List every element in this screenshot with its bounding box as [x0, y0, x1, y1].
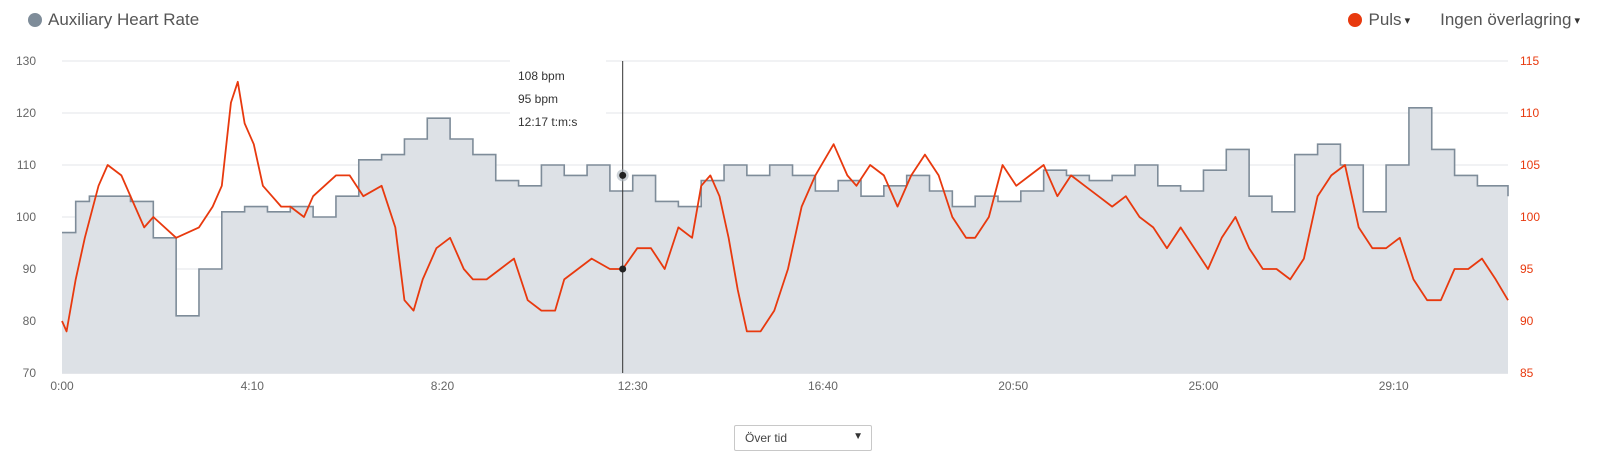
x-tick-label: 20:50: [998, 379, 1028, 393]
tooltip-aux-value: 108 bpm: [518, 69, 565, 83]
aux-legend-dot: [28, 13, 42, 27]
legend-aux[interactable]: Auxiliary Heart Rate: [28, 10, 199, 30]
axes: 70 80 90 100 110 120 130 85 90 95 100 105 110 115 0:00…: [16, 54, 1540, 393]
chevron-down-icon: ▾: [1404, 14, 1411, 27]
puls-legend-label: Puls: [1368, 10, 1402, 29]
y-left-tick-label: 120: [16, 106, 36, 120]
aux-area: [62, 107, 1508, 374]
tooltip-time: 12:17 t:m:s: [518, 115, 577, 129]
y-right-tick-label: 115: [1520, 54, 1539, 68]
y-left-tick-label: 90: [23, 262, 37, 276]
overlay-selector[interactable]: Ingen överlagring ▾: [1440, 10, 1580, 30]
x-tick-label: 29:10: [1379, 379, 1409, 393]
y-right-tick-label: 100: [1520, 210, 1540, 224]
legend-right: Puls ▾ Ingen överlagring ▾: [1348, 10, 1580, 30]
y-left-tick-label: 80: [23, 314, 37, 328]
y-right-tick-label: 90: [1520, 314, 1534, 328]
hover-point-puls: [619, 265, 627, 273]
overlay-label: Ingen överlagring: [1440, 10, 1572, 29]
puls-line: [61, 80, 1509, 333]
x-tick-label: 8:20: [431, 379, 455, 393]
chevron-down-icon: ▼: [853, 431, 863, 442]
heart-rate-chart[interactable]: 70 80 90 100 110 120 130 85 90 95 100 105 110 115 0:00…: [0, 0, 1600, 425]
y-left-tick-label: 100: [16, 210, 36, 224]
view-mode-value: Över tid: [745, 431, 788, 445]
chevron-down-icon: ▾: [1574, 14, 1580, 27]
hover-crosshair: 108 bpm 95 bpm 12:17 t:m:s: [510, 58, 629, 373]
y-left-tick-label: 70: [23, 366, 37, 380]
tooltip-box: [510, 58, 606, 136]
aux-legend-label: Auxiliary Heart Rate: [48, 10, 200, 29]
y-right-tick-label: 110: [1520, 106, 1539, 120]
puls-series-selector[interactable]: Puls ▾: [1348, 10, 1410, 30]
x-tick-label: 4:10: [241, 379, 265, 393]
y-right-tick-label: 95: [1520, 262, 1534, 276]
puls-legend-dot: [1348, 13, 1363, 27]
x-tick-label: 0:00: [50, 379, 74, 393]
y-right-tick-label: 105: [1520, 158, 1540, 172]
x-tick-label: 16:40: [808, 379, 838, 393]
puls-series: [61, 80, 1509, 333]
x-tick-label: 12:30: [618, 379, 648, 393]
y-right-tick-label: 85: [1520, 366, 1534, 380]
view-mode-select[interactable]: Över tid ▼: [734, 425, 872, 451]
aux-line: [62, 107, 1509, 317]
tooltip-puls-value: 95 bpm: [518, 92, 558, 106]
y-left-tick-label: 130: [16, 54, 36, 68]
hover-point-aux: [619, 171, 627, 179]
aux-series: [62, 107, 1509, 374]
x-tick-label: 25:00: [1188, 379, 1218, 393]
y-left-tick-label: 110: [17, 158, 36, 172]
